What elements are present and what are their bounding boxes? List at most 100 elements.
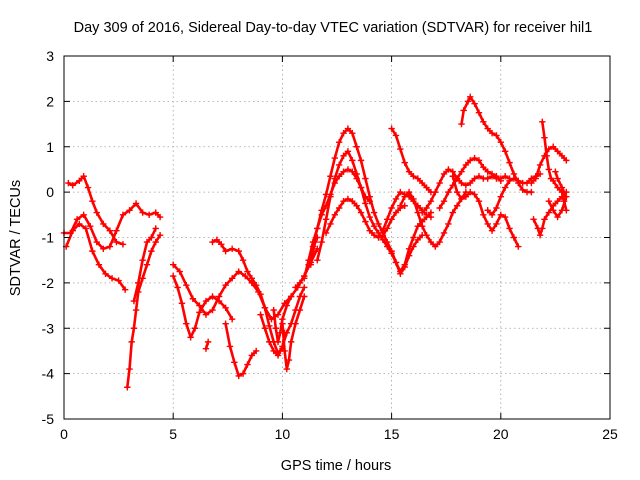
- series-sat-x: [458, 93, 535, 196]
- data-point-marker: [106, 243, 114, 250]
- data-point-marker: [76, 177, 83, 184]
- data-point-marker: [174, 284, 181, 291]
- data-point-marker: [460, 107, 467, 114]
- data-point-marker: [432, 188, 439, 196]
- data-point-marker: [384, 216, 391, 223]
- data-point-marker: [471, 191, 478, 198]
- series-sat-u: [397, 188, 470, 250]
- x-axis-label: GPS time / hours: [281, 458, 391, 474]
- x-tick-label: 0: [60, 426, 68, 442]
- data-point-marker: [178, 300, 186, 307]
- data-point-marker: [335, 204, 343, 212]
- data-point-marker: [189, 295, 197, 302]
- data-point-marker: [130, 297, 138, 305]
- series-sat-j: [222, 320, 260, 380]
- data-point-marker: [501, 173, 509, 180]
- data-point-marker: [541, 134, 548, 141]
- data-point-marker: [458, 168, 465, 175]
- data-point-marker: [318, 211, 325, 219]
- data-point-marker: [362, 200, 369, 207]
- data-point-marker: [427, 213, 435, 221]
- data-point-marker: [488, 227, 496, 234]
- series-trace: [532, 190, 568, 237]
- data-point-marker: [388, 204, 395, 212]
- data-point-marker: [283, 302, 290, 309]
- data-point-marker: [121, 286, 129, 293]
- data-point-marker: [156, 232, 164, 239]
- data-point-marker: [226, 343, 234, 350]
- data-point-marker: [418, 209, 426, 216]
- series-trace: [224, 322, 258, 378]
- data-point-marker: [292, 284, 299, 291]
- data-point-marker: [130, 325, 138, 332]
- data-point-marker: [292, 320, 299, 327]
- data-point-marker: [228, 275, 236, 282]
- data-point-marker: [475, 109, 483, 116]
- data-point-marker: [432, 243, 439, 250]
- data-point-marker: [266, 322, 273, 330]
- data-point-marker: [370, 232, 378, 239]
- data-point-marker: [539, 118, 546, 125]
- data-point-marker: [124, 384, 131, 391]
- data-point-marker: [488, 211, 496, 219]
- data-point-marker: [209, 306, 216, 314]
- data-point-marker: [218, 241, 225, 248]
- data-point-marker: [515, 177, 522, 184]
- data-point-marker: [440, 198, 448, 205]
- data-point-marker: [353, 202, 360, 209]
- series-sat-o: [314, 148, 426, 277]
- data-point-marker: [554, 175, 561, 182]
- series-trace: [547, 170, 568, 219]
- data-point-marker: [563, 193, 570, 200]
- data-point-marker: [270, 306, 277, 314]
- data-point-marker: [248, 352, 256, 359]
- data-point-marker: [453, 202, 461, 209]
- data-point-marker: [222, 247, 229, 255]
- data-point-marker: [436, 238, 443, 246]
- data-point-marker: [281, 347, 288, 355]
- data-point-marker: [558, 207, 566, 214]
- data-point-marker: [462, 193, 470, 200]
- series-trace: [390, 127, 433, 194]
- chart-title: Day 309 of 2016, Sidereal Day-to-day VTE…: [74, 20, 593, 36]
- series-sat-m: [270, 293, 295, 346]
- data-point-marker: [322, 216, 330, 223]
- data-point-marker: [427, 198, 435, 205]
- data-point-marker: [235, 372, 242, 380]
- data-point-marker: [231, 359, 238, 366]
- data-point-marker: [453, 188, 461, 196]
- series-sat-d: [124, 232, 164, 391]
- data-point-marker: [93, 209, 100, 216]
- data-point-marker: [257, 311, 264, 318]
- data-point-marker: [453, 175, 461, 182]
- data-point-marker: [215, 297, 223, 305]
- series-sat-k: [257, 284, 308, 359]
- data-point-marker: [493, 204, 500, 212]
- y-tick-label: -2: [42, 275, 55, 291]
- data-point-marker: [467, 157, 474, 164]
- data-point-marker: [550, 207, 557, 214]
- data-point-marker: [362, 175, 369, 182]
- data-point-marker: [554, 213, 561, 221]
- data-point-marker: [322, 229, 330, 237]
- data-point-marker: [484, 175, 491, 182]
- data-point-marker: [283, 365, 290, 373]
- data-point-marker: [148, 234, 155, 241]
- data-point-marker: [501, 148, 509, 155]
- y-tick-label: -5: [42, 411, 55, 427]
- data-point-marker: [80, 173, 87, 180]
- data-point-marker: [257, 291, 264, 298]
- data-point-marker: [222, 320, 229, 327]
- data-point-marker: [440, 229, 448, 237]
- series-trace: [294, 127, 433, 289]
- data-point-marker: [405, 252, 413, 259]
- data-point-marker: [475, 157, 483, 164]
- data-point-marker: [95, 261, 103, 268]
- data-point-marker: [510, 175, 518, 182]
- data-point-marker: [418, 222, 426, 230]
- data-point-marker: [493, 220, 500, 228]
- data-point-marker: [344, 148, 352, 155]
- data-point-marker: [344, 166, 352, 173]
- data-point-marker: [484, 207, 491, 214]
- data-point-marker: [244, 268, 251, 275]
